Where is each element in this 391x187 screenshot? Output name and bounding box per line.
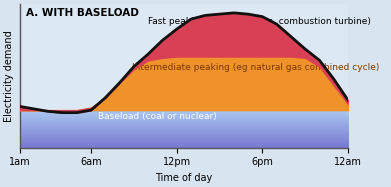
Text: Intermediate peaking (eg natural gas combined cycle): Intermediate peaking (eg natural gas com… [133,63,380,72]
Text: A. WITH BASELOAD: A. WITH BASELOAD [26,8,139,19]
Text: Baseload (coal or nuclear): Baseload (coal or nuclear) [98,111,217,120]
Y-axis label: Electricity demand: Electricity demand [4,30,14,122]
X-axis label: Time of day: Time of day [155,173,212,183]
Text: Fast peaking (eg gas, hydro, combustion turbine): Fast peaking (eg gas, hydro, combustion … [148,17,371,26]
